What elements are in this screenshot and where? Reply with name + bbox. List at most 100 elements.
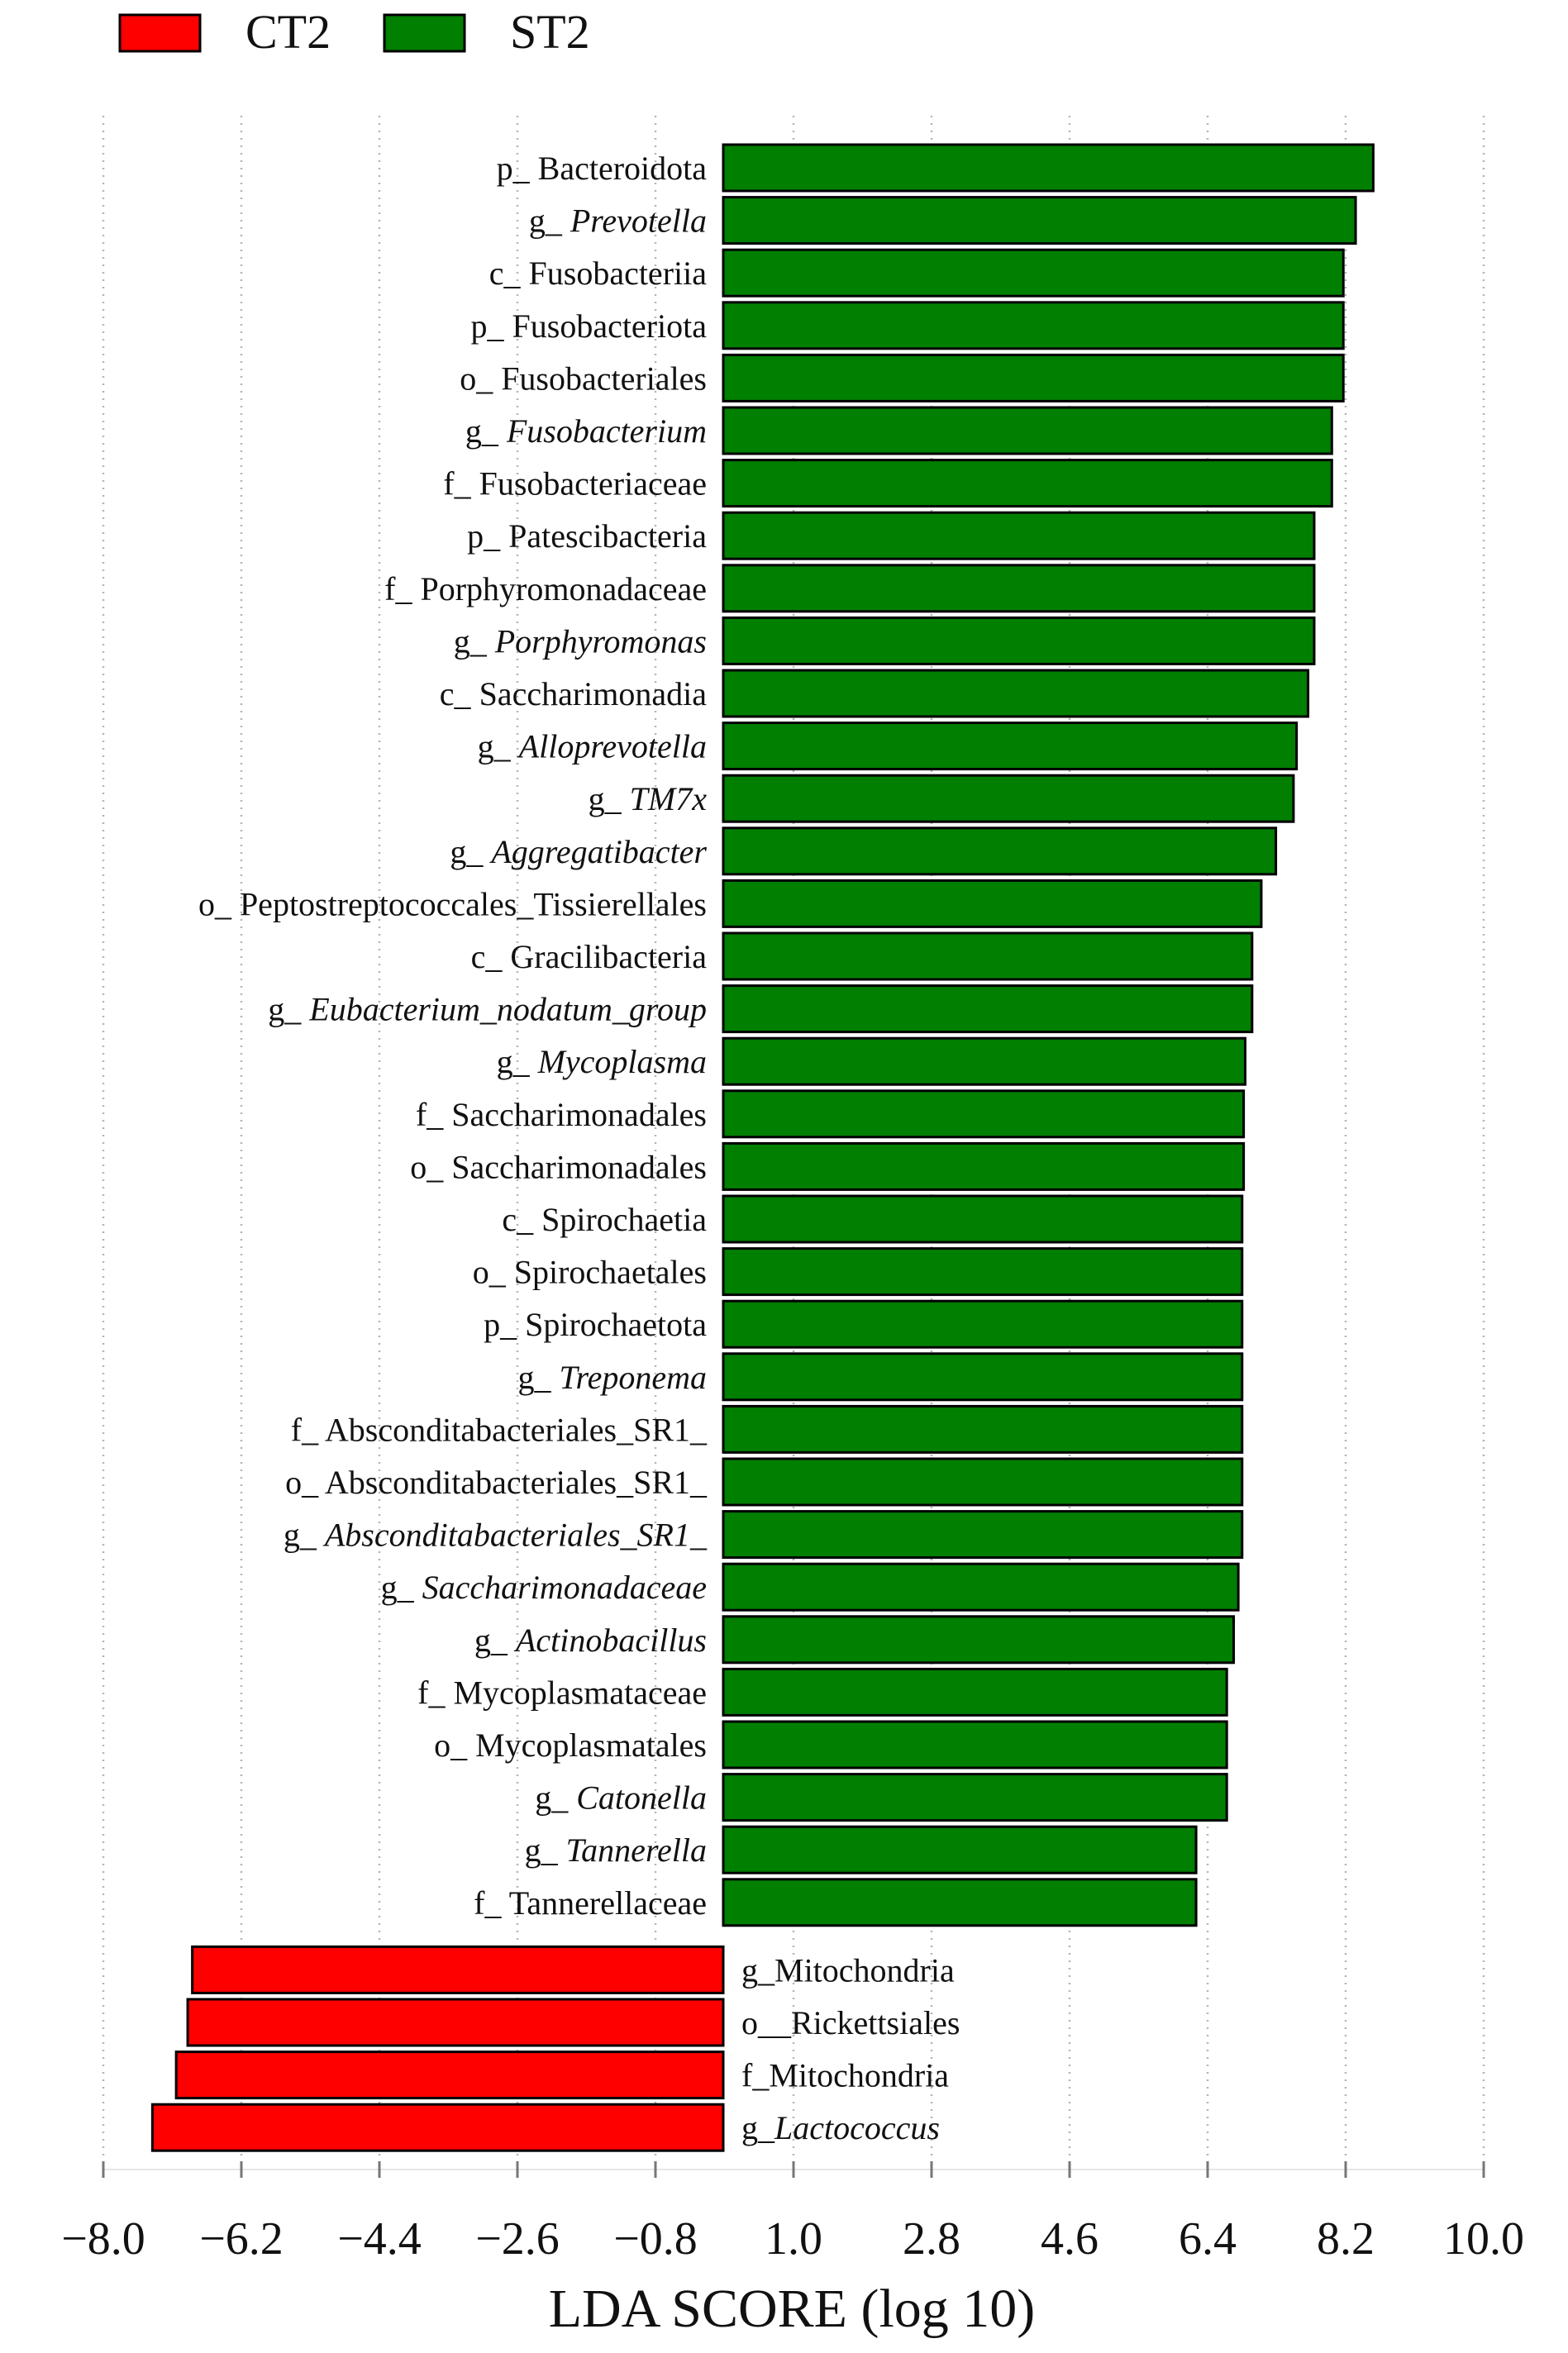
x-tick-label: 8.2 — [1317, 2213, 1375, 2265]
x-tick-label: 2.8 — [903, 2213, 960, 2265]
bar-label-name: Tannerellaceae — [509, 1884, 707, 1922]
bar-label: g_Lactococcus — [741, 2109, 940, 2146]
bar-label: g_ Aggregatibacter — [450, 833, 707, 870]
bar-label: g_ TM7x — [589, 780, 708, 817]
bar-label-prefix: f_ — [741, 2057, 770, 2094]
bar-label-prefix: p_ — [467, 517, 508, 555]
x-axis: −8.0 −6.2 −4.4 −2.6 −0.8 1.0 2.8 4.6 6.4 8.2 10.0 — [61, 2161, 1524, 2265]
bar-label-name: Eubacterium_nodatum_group — [308, 991, 707, 1028]
bar-label: f_ Mycoplasmataceae — [417, 1674, 707, 1711]
bar-label: p_ Fusobacteriota — [471, 307, 708, 345]
bar-ct2 — [174, 2051, 725, 2100]
bar-label-prefix: o_ — [198, 885, 240, 922]
bar-label-name: TM7x — [630, 780, 708, 817]
x-tick-label: 10.0 — [1443, 2213, 1524, 2265]
bar-label: o__Rickettsiales — [741, 2004, 960, 2041]
x-tick-label: 1.0 — [765, 2213, 822, 2265]
bar-st2 — [722, 1773, 1228, 1822]
x-tick-label: 4.6 — [1041, 2213, 1099, 2265]
bar-label-name: Fusobacteriia — [529, 255, 708, 292]
bar-label: p_ Spirochaetota — [484, 1306, 707, 1343]
bar-label-prefix: f_ — [417, 1674, 453, 1711]
bar-label: g_ Catonella — [535, 1779, 707, 1817]
bar-label: g_ Fusobacterium — [465, 412, 707, 450]
bar-label-name: Spirochaetota — [525, 1306, 707, 1343]
bar-label-name: Saccharimonadaceae — [422, 1569, 707, 1606]
bar-ct2 — [186, 1998, 725, 2047]
bar-label: c_ Saccharimonadia — [440, 675, 707, 712]
bar-label-prefix: c_ — [440, 675, 479, 712]
bar-st2 — [722, 1299, 1244, 1349]
bar-st2 — [722, 1667, 1228, 1717]
bar-st2 — [722, 248, 1345, 298]
bar-label-prefix: f_ — [384, 570, 420, 607]
bar-label-name: Fusobacterium — [506, 412, 707, 450]
bar-st2 — [722, 1457, 1244, 1507]
bar-label-prefix: p_ — [484, 1306, 525, 1343]
bar-st2 — [722, 1825, 1198, 1874]
x-tick-label: 6.4 — [1179, 2213, 1237, 2265]
bar-label-prefix: g_ — [478, 728, 519, 765]
legend-swatch — [118, 13, 202, 53]
bar-st2 — [722, 1141, 1246, 1191]
legend-label: ST2 — [510, 5, 590, 59]
bar-label: o_ Peptostreptococcales_Tissierellales — [198, 885, 707, 922]
bar-label-prefix: o_ — [410, 1148, 451, 1185]
bar-label-name: Absconditabacteriales_SR1_ — [322, 1517, 708, 1554]
bars — [150, 143, 1375, 2152]
bar-label-name: Rickettsiales — [791, 2004, 960, 2041]
x-tick-label: −6.2 — [199, 2213, 284, 2265]
bar-label-prefix: p_ — [471, 307, 512, 345]
bar-label-name: Treponema — [559, 1359, 707, 1396]
bar-label-name: Spirochaetia — [541, 1201, 707, 1238]
bar-label-prefix: g_ — [268, 991, 309, 1028]
bar-label: c_ Spirochaetia — [502, 1201, 707, 1238]
bar-st2 — [722, 1562, 1240, 1612]
bar-label: g_ Porphyromonas — [454, 622, 707, 660]
bar-st2 — [722, 1404, 1244, 1454]
bar-label-name: Mitochondria — [774, 1951, 955, 1989]
bar-label: o_ Fusobacteriales — [460, 360, 707, 397]
bar-st2 — [722, 1720, 1228, 1770]
bar-st2 — [722, 1615, 1236, 1665]
bar-label: g_ Actinobacillus — [474, 1622, 707, 1659]
bar-st2 — [722, 353, 1345, 402]
bar-st2 — [722, 1878, 1198, 1927]
bar-label: g_ Prevotella — [529, 202, 707, 240]
bar-ct2 — [150, 2103, 725, 2152]
bar-label-prefix: g_ — [529, 202, 570, 240]
bar-label-prefix: o_ — [434, 1727, 475, 1764]
bar-label: g_ Eubacterium_nodatum_group — [268, 991, 707, 1028]
bar-label-prefix: o_ — [460, 360, 501, 397]
bar-label-name: Saccharimonadales — [451, 1148, 707, 1185]
bar-label-name: Saccharimonadales — [451, 1096, 707, 1133]
bar-label: g_ Saccharimonadaceae — [381, 1569, 707, 1606]
x-tick-label: −2.6 — [475, 2213, 560, 2265]
bar-label-name: Mycoplasmataceae — [453, 1674, 707, 1711]
bar-label-name: Catonella — [576, 1779, 707, 1817]
bar-label-prefix: g_ — [525, 1831, 566, 1869]
bar-label-prefix: o__ — [741, 2004, 792, 2041]
x-tick-label: −8.0 — [61, 2213, 145, 2265]
bar-label: f_ Absconditabacteriales_SR1_ — [291, 1411, 708, 1448]
bar-label-name: Porphyromonas — [494, 622, 707, 660]
x-tick-label: −0.8 — [613, 2213, 698, 2265]
bar-label-prefix: f_ — [416, 1096, 451, 1133]
bar-label-prefix: g_ — [517, 1359, 559, 1396]
bar-label: g_ Mycoplasma — [497, 1043, 707, 1080]
bar-label: o_ Absconditabacteriales_SR1_ — [285, 1464, 708, 1501]
bar-label: o_ Saccharimonadales — [410, 1148, 707, 1185]
bar-label-name: Gracilibacteria — [510, 938, 707, 975]
bar-st2 — [722, 1352, 1244, 1402]
bar-label-prefix: c_ — [489, 255, 529, 292]
bar-st2 — [722, 774, 1295, 823]
bar-label: o_ Spirochaetales — [473, 1254, 707, 1291]
bar-st2 — [722, 511, 1316, 560]
bar-label-name: Bacteroidota — [538, 150, 708, 187]
bar-label-name: Fusobacteriales — [501, 360, 707, 397]
bar-label: p_ Patescibacteria — [467, 517, 707, 555]
bar-label-name: Fusobacteriota — [512, 307, 708, 345]
bar-label-name: Absconditabacteriales_SR1_ — [325, 1411, 708, 1448]
bar-st2 — [722, 616, 1316, 665]
